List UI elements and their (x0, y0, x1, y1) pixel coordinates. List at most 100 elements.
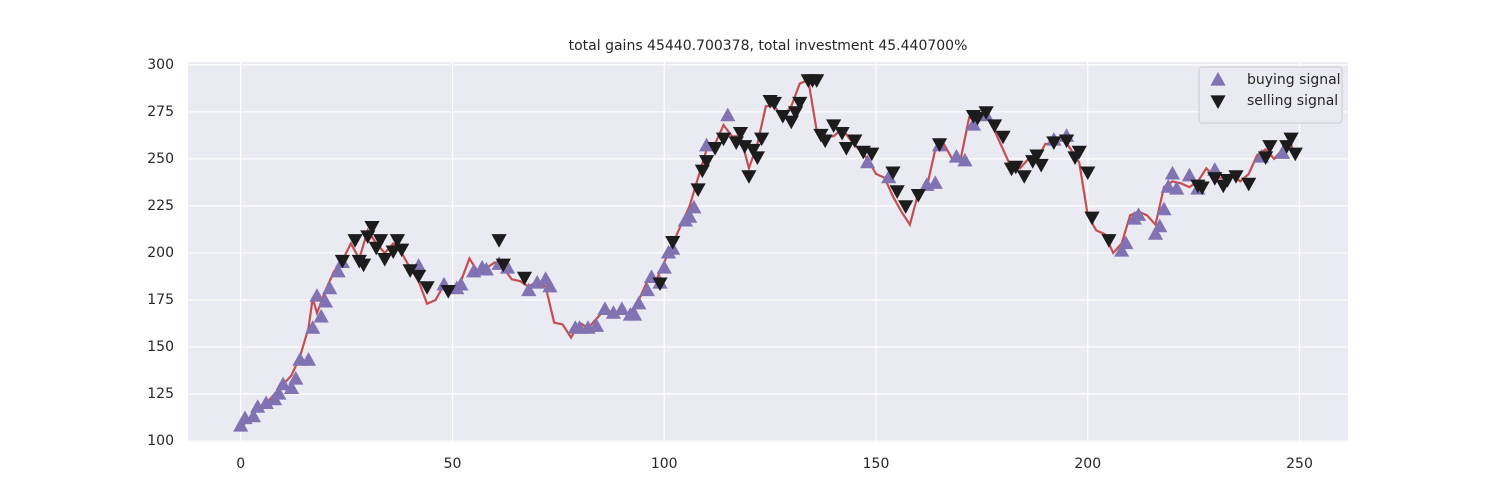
signal-marker (1147, 226, 1164, 240)
signal-marker (1016, 170, 1032, 184)
signal-marker (978, 106, 994, 120)
signal-marker (665, 236, 681, 250)
signal-marker (948, 149, 965, 163)
signal-marker (690, 183, 706, 197)
signal-marker (495, 258, 511, 273)
x-tick-label: 100 (651, 456, 678, 472)
signal-marker (1181, 167, 1197, 182)
signal-marker (626, 307, 643, 321)
signal-marker (377, 252, 393, 267)
legend-marker (1210, 95, 1226, 109)
signal-marker (300, 352, 317, 366)
signal-marker (521, 282, 537, 297)
signal-marker (775, 110, 791, 124)
signal-marker (1071, 145, 1087, 160)
signal-marker (1156, 201, 1172, 216)
signal-marker (233, 418, 249, 432)
x-tick-label: 150 (863, 456, 890, 472)
signal-marker (732, 126, 749, 141)
legend-label: buying signal (1247, 72, 1341, 88)
signal-marker (682, 209, 698, 223)
signal-marker (741, 170, 757, 184)
signal-marker (1046, 136, 1062, 150)
signal-marker (1287, 147, 1303, 162)
signal-marker (889, 185, 905, 199)
signal-marker (283, 380, 300, 394)
signal-marker (766, 96, 782, 111)
signal-marker (529, 275, 545, 289)
signal-marker (588, 318, 605, 332)
signal-marker (309, 288, 325, 302)
signal-marker (1101, 234, 1117, 248)
signal-marker (1080, 166, 1096, 181)
legend-label: selling signal (1247, 93, 1338, 109)
x-tick-label: 50 (444, 456, 462, 472)
signal-marker (639, 282, 655, 297)
signal-marker (394, 243, 410, 258)
signal-marker (686, 199, 702, 214)
signal-marker (275, 376, 291, 391)
signal-marker (817, 134, 833, 149)
signal-marker (715, 132, 732, 147)
signal-marker (1169, 180, 1185, 195)
signal-marker (478, 261, 494, 276)
signal-marker (986, 119, 1003, 134)
signal-marker (847, 134, 863, 149)
signal-marker (1219, 173, 1236, 188)
signal-marker (656, 259, 672, 274)
signal-marker (957, 152, 973, 167)
signal-marker (885, 166, 901, 181)
signal-marker (614, 301, 630, 315)
signal-marker (838, 141, 854, 156)
x-tick-label: 250 (1286, 456, 1313, 472)
signal-marker (881, 169, 897, 184)
signal-marker (1118, 235, 1134, 250)
signal-marker (330, 263, 346, 278)
signal-marker (605, 305, 622, 319)
signal-marker (1029, 149, 1045, 164)
signal-marker (271, 386, 287, 400)
signal-marker (1164, 165, 1181, 180)
legend-box (1198, 66, 1343, 124)
y-tick-label: 125 (147, 386, 174, 402)
signal-marker (931, 138, 948, 152)
signal-marker (372, 234, 389, 248)
y-tick-label: 250 (147, 151, 174, 167)
signal-marker (1033, 158, 1049, 173)
signal-marker (1058, 134, 1075, 149)
signal-marker (749, 151, 766, 165)
signal-marker (1008, 160, 1024, 175)
y-tick-label: 175 (147, 292, 174, 308)
signal-marker (754, 132, 770, 147)
signal-marker (288, 370, 304, 385)
signal-marker (1283, 132, 1299, 147)
signal-marker (305, 320, 321, 334)
chart-title: total gains 45440.700378, total investme… (569, 38, 968, 54)
signal-marker (258, 395, 274, 410)
signal-marker (411, 269, 427, 284)
signal-marker (792, 96, 808, 111)
signal-marker (698, 137, 715, 152)
signal-marker (1262, 140, 1278, 154)
signal-marker (440, 284, 456, 299)
x-tick-label: 0 (236, 456, 245, 472)
signal-marker (466, 263, 482, 278)
signal-marker (402, 264, 418, 278)
signal-marker (364, 221, 380, 235)
signal-marker (834, 126, 850, 141)
signal-marker (970, 111, 986, 126)
x-tick-label: 200 (1074, 456, 1101, 472)
signal-marker (898, 200, 914, 214)
signal-marker (652, 277, 668, 292)
signal-marker (707, 141, 723, 156)
signal-marker (1228, 170, 1244, 184)
signal-marker (737, 140, 753, 154)
signal-marker (516, 271, 533, 286)
signal-marker (965, 117, 982, 131)
signal-marker (1241, 177, 1257, 192)
signal-marker (927, 175, 943, 189)
signal-marker (864, 147, 880, 162)
signal-marker (385, 245, 401, 260)
y-tick-label: 100 (147, 433, 174, 449)
